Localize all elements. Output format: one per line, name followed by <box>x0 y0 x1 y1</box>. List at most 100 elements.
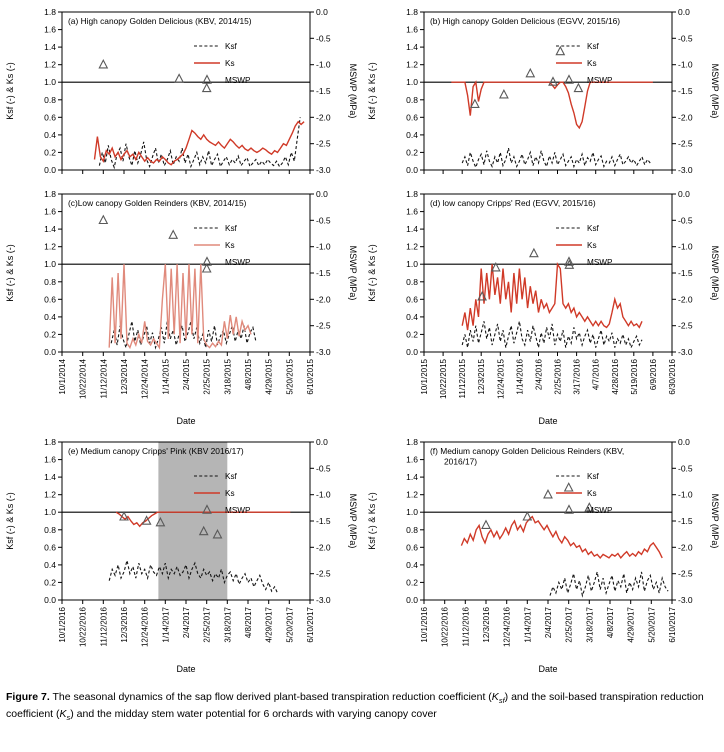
svg-text:-3.0: -3.0 <box>678 165 693 175</box>
svg-text:12/3/2016: 12/3/2016 <box>482 606 491 642</box>
svg-text:1.6: 1.6 <box>406 455 418 465</box>
svg-text:MSWP: MSWP <box>587 258 613 267</box>
svg-text:3/18/2017: 3/18/2017 <box>585 606 594 642</box>
svg-text:12/3/2015: 12/3/2015 <box>477 358 486 394</box>
svg-text:(d) low canopy Cripps' Red (E: (d) low canopy Cripps' Red (EGVV, 2015/1… <box>430 198 596 208</box>
svg-text:Ksf: Ksf <box>587 472 600 481</box>
svg-text:-2.0: -2.0 <box>678 542 693 552</box>
svg-text:10/22/2016: 10/22/2016 <box>79 606 88 647</box>
svg-text:11/12/2015: 11/12/2015 <box>458 358 467 398</box>
svg-text:0.0: 0.0 <box>316 7 328 17</box>
svg-text:Ksf (-) & Ks (-): Ksf (-) & Ks (-) <box>5 244 15 302</box>
svg-text:1.6: 1.6 <box>44 207 56 217</box>
svg-text:2/4/2017: 2/4/2017 <box>544 606 553 638</box>
svg-text:1.0: 1.0 <box>44 259 56 269</box>
svg-text:4/7/2016: 4/7/2016 <box>592 358 601 390</box>
svg-text:0.4: 0.4 <box>406 312 418 322</box>
svg-text:12/24/2016: 12/24/2016 <box>141 606 150 647</box>
svg-text:10/1/2016: 10/1/2016 <box>58 606 67 642</box>
svg-text:-1.5: -1.5 <box>678 268 693 278</box>
svg-text:0.2: 0.2 <box>44 577 56 587</box>
svg-text:-3.0: -3.0 <box>316 595 331 605</box>
chart-panel-b: 0.0 0.2 0.4 0.6 0.8 1.0 1.2 1.4 1.6 1.8 0.0 -0.5 -1.… <box>367 7 720 175</box>
svg-text:-2.0: -2.0 <box>678 112 693 122</box>
svg-text:-3.0: -3.0 <box>678 595 693 605</box>
svg-text:-3.0: -3.0 <box>678 347 693 357</box>
svg-text:1/14/2017: 1/14/2017 <box>161 606 170 642</box>
svg-text:1.8: 1.8 <box>406 7 418 17</box>
svg-text:0.6: 0.6 <box>406 112 418 122</box>
svg-text:0.8: 0.8 <box>406 95 418 105</box>
svg-text:1.2: 1.2 <box>44 490 56 500</box>
svg-text:0.8: 0.8 <box>406 277 418 287</box>
svg-text:Ks: Ks <box>225 59 235 68</box>
svg-text:1.0: 1.0 <box>44 507 56 517</box>
svg-text:4/8/2017: 4/8/2017 <box>244 606 253 638</box>
svg-text:MSWP: MSWP <box>225 76 251 85</box>
svg-text:-0.5: -0.5 <box>316 33 331 43</box>
svg-text:3/18/2017: 3/18/2017 <box>223 606 232 642</box>
svg-text:6/30/2016: 6/30/2016 <box>668 358 677 394</box>
svg-text:1.6: 1.6 <box>44 455 56 465</box>
panel-c: 0.0 0.2 0.4 0.6 0.8 1.0 1.2 1.4 1.6 1.8 0.0 -0.5 -1.… <box>0 184 362 432</box>
svg-text:(e) Medium canopy Cripps' Pink: (e) Medium canopy Cripps' Pink (KBV 2016… <box>68 446 244 456</box>
caption-sub2: s <box>66 712 71 722</box>
svg-text:-3.0: -3.0 <box>316 165 331 175</box>
svg-text:Ksf (-) & Ks (-): Ksf (-) & Ks (-) <box>5 62 15 120</box>
svg-text:0.2: 0.2 <box>44 329 56 339</box>
svg-text:4/29/2017: 4/29/2017 <box>265 606 274 642</box>
svg-text:Ks: Ks <box>225 489 235 498</box>
svg-text:-2.0: -2.0 <box>316 542 331 552</box>
svg-text:0.0: 0.0 <box>44 595 56 605</box>
chart-grid: 0.0 0.2 0.4 0.6 0.8 1.0 1.2 1.4 1.6 1.8 0.0 -0.5 -1.… <box>0 2 724 680</box>
svg-text:MSWP (MPa): MSWP (MPa) <box>348 64 358 119</box>
svg-text:1.0: 1.0 <box>44 77 56 87</box>
svg-text:(c)Low canopy Golden Reinders: (c)Low canopy Golden Reinders (KBV, 2014… <box>68 198 247 208</box>
chart-panel-f: 0.0 0.2 0.4 0.6 0.8 1.0 1.2 1.4 1.6 1.8 0.0 -0.5 -1.… <box>367 437 720 674</box>
svg-text:-1.0: -1.0 <box>316 242 331 252</box>
svg-text:Ksf: Ksf <box>225 224 238 233</box>
svg-text:0.8: 0.8 <box>44 525 56 535</box>
svg-text:1.6: 1.6 <box>406 207 418 217</box>
svg-text:(f) Medium canopy Golden Delic: (f) Medium canopy Golden Delicious Reind… <box>430 446 624 456</box>
svg-text:1.8: 1.8 <box>44 189 56 199</box>
svg-text:1.6: 1.6 <box>406 25 418 35</box>
svg-text:12/24/2016: 12/24/2016 <box>503 606 512 647</box>
svg-text:-1.5: -1.5 <box>678 516 693 526</box>
chart-panel-a: 0.0 0.2 0.4 0.6 0.8 1.0 1.2 1.4 1.6 1.8 0.0 -0.5 -1.… <box>5 7 358 175</box>
svg-text:MSWP (MPa): MSWP (MPa) <box>710 494 720 549</box>
svg-text:0.0: 0.0 <box>678 189 690 199</box>
svg-text:10/1/2014: 10/1/2014 <box>58 358 67 394</box>
caption-sub1: sf <box>498 696 505 706</box>
svg-text:0.0: 0.0 <box>406 165 418 175</box>
svg-text:0.2: 0.2 <box>406 577 418 587</box>
svg-text:2/25/2016: 2/25/2016 <box>554 358 563 394</box>
svg-text:-1.0: -1.0 <box>678 242 693 252</box>
svg-text:10/22/2016: 10/22/2016 <box>441 606 450 647</box>
svg-text:Ksf (-) & Ks (-): Ksf (-) & Ks (-) <box>5 492 15 550</box>
svg-text:10/1/2015: 10/1/2015 <box>420 358 429 394</box>
svg-text:1.4: 1.4 <box>44 224 56 234</box>
svg-text:-0.5: -0.5 <box>316 463 331 473</box>
svg-text:MSWP: MSWP <box>587 76 613 85</box>
svg-text:1.8: 1.8 <box>44 7 56 17</box>
svg-text:10/1/2016: 10/1/2016 <box>420 606 429 642</box>
svg-text:0.4: 0.4 <box>44 130 56 140</box>
svg-text:0.4: 0.4 <box>406 560 418 570</box>
svg-text:0.0: 0.0 <box>44 347 56 357</box>
svg-text:1.4: 1.4 <box>406 472 418 482</box>
svg-text:MSWP (MPa): MSWP (MPa) <box>710 246 720 301</box>
svg-text:1.8: 1.8 <box>44 437 56 447</box>
svg-text:Ksf (-) & Ks (-): Ksf (-) & Ks (-) <box>367 62 377 120</box>
figure-7: 0.0 0.2 0.4 0.6 0.8 1.0 1.2 1.4 1.6 1.8 0.0 -0.5 -1.… <box>0 2 724 722</box>
svg-text:10/22/2015: 10/22/2015 <box>439 358 448 399</box>
svg-text:5/20/2017: 5/20/2017 <box>285 606 294 642</box>
svg-text:Ksf: Ksf <box>225 42 238 51</box>
svg-text:0.6: 0.6 <box>406 294 418 304</box>
svg-text:Ksf (-) & Ks (-): Ksf (-) & Ks (-) <box>367 244 377 302</box>
svg-text:-1.5: -1.5 <box>316 516 331 526</box>
svg-text:Date: Date <box>176 416 195 426</box>
svg-text:1.8: 1.8 <box>406 189 418 199</box>
svg-text:-2.0: -2.0 <box>316 294 331 304</box>
svg-text:-0.5: -0.5 <box>678 463 693 473</box>
